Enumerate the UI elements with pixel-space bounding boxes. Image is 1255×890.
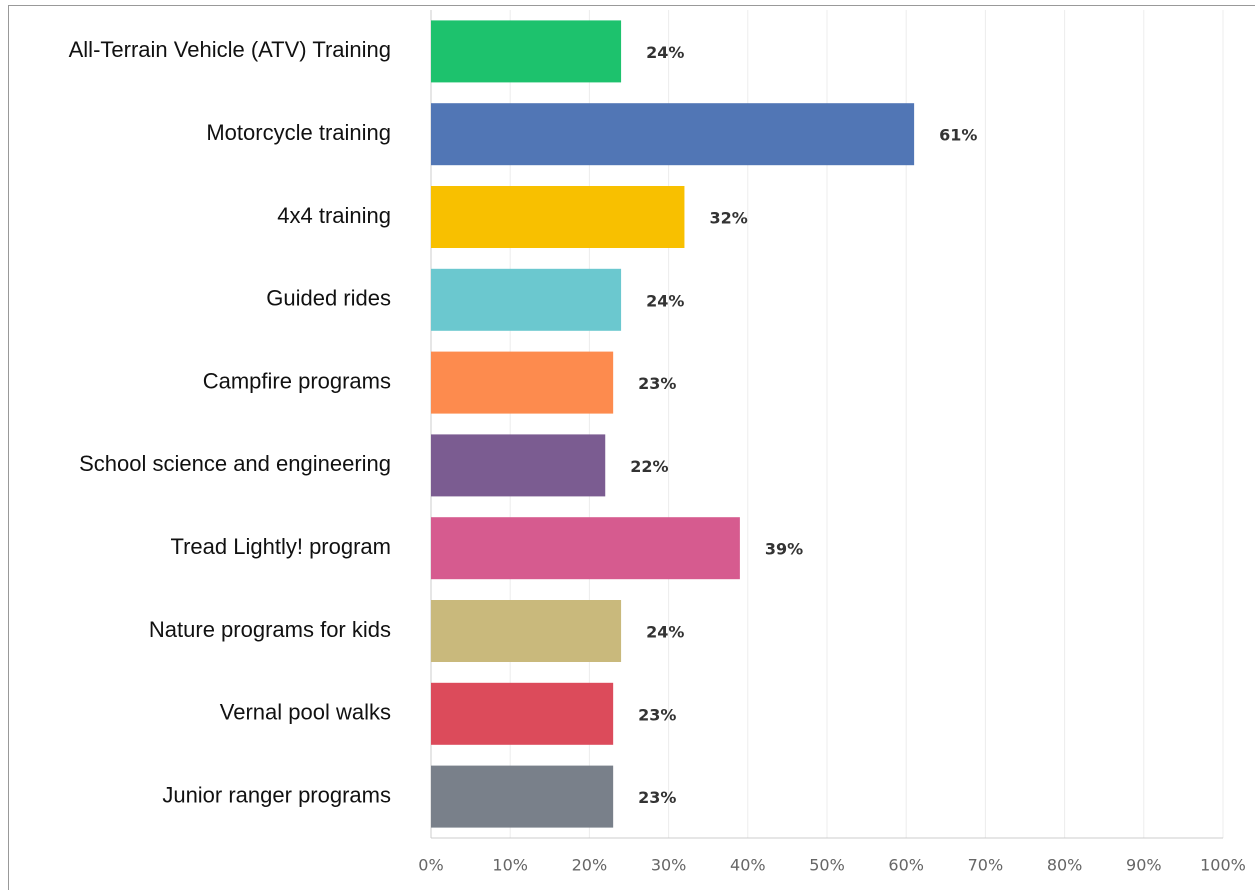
bar <box>431 600 622 662</box>
bar <box>431 20 622 83</box>
x-tick-label: 100% <box>1200 856 1246 875</box>
bar <box>431 186 685 248</box>
x-tick-label: 0% <box>418 856 443 875</box>
y-tick-label: Vernal pool walks <box>220 700 391 725</box>
value-label: 39% <box>765 540 803 559</box>
x-tick-label: 90% <box>1126 856 1162 875</box>
bar <box>431 268 622 331</box>
y-tick-label: Junior ranger programs <box>162 782 391 807</box>
value-label: 23% <box>638 788 676 807</box>
value-label: 24% <box>646 43 684 62</box>
y-tick-label: Campfire programs <box>203 368 391 393</box>
value-label: 24% <box>646 291 684 310</box>
y-tick-label: School science and engineering <box>79 451 391 476</box>
y-tick-label: All-Terrain Vehicle (ATV) Training <box>69 37 391 62</box>
y-tick-label: Tread Lightly! program <box>170 534 391 559</box>
bar <box>431 765 614 828</box>
y-tick-label: 4x4 training <box>277 203 391 228</box>
x-tick-label: 20% <box>572 856 608 875</box>
y-tick-label: Guided rides <box>266 286 391 311</box>
value-label: 23% <box>638 374 676 393</box>
value-label: 23% <box>638 705 676 724</box>
frame <box>8 5 1255 890</box>
x-tick-label: 30% <box>651 856 687 875</box>
bar <box>431 103 915 166</box>
y-tick-label: Motorcycle training <box>206 120 391 145</box>
x-tick-label: 10% <box>492 856 528 875</box>
bar <box>431 682 614 745</box>
y-tick-label: Nature programs for kids <box>149 617 391 642</box>
value-label: 61% <box>939 126 977 145</box>
value-label: 22% <box>630 457 668 476</box>
x-tick-label: 70% <box>968 856 1004 875</box>
x-tick-label: 50% <box>809 856 845 875</box>
bar <box>431 434 606 497</box>
bar <box>431 351 614 414</box>
x-tick-label: 60% <box>888 856 924 875</box>
x-tick-label: 80% <box>1047 856 1083 875</box>
bar <box>431 517 740 580</box>
x-tick-label: 40% <box>730 856 766 875</box>
value-label: 24% <box>646 623 684 642</box>
value-label: 32% <box>709 209 747 228</box>
